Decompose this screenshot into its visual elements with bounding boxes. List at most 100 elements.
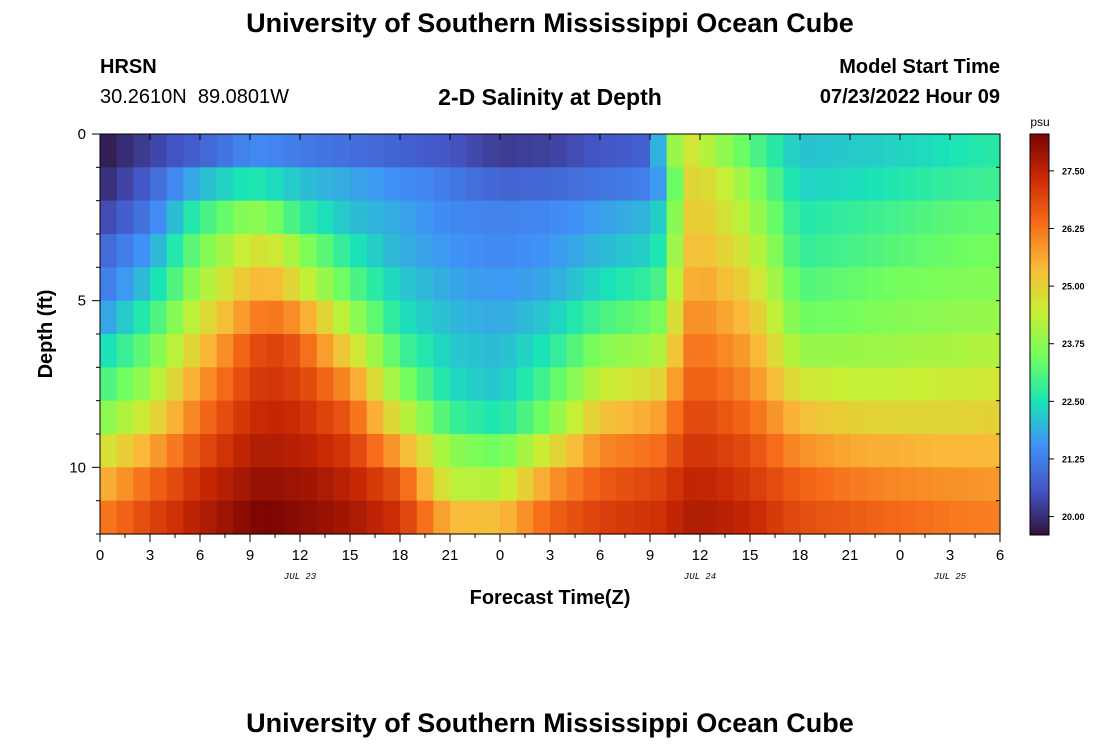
heatmap-cell	[166, 434, 184, 468]
heatmap-cell	[900, 134, 918, 168]
heatmap-cell	[916, 334, 934, 368]
heatmap-cell	[683, 200, 701, 235]
heatmap-cell	[750, 434, 768, 468]
x-tick-label: 6	[596, 547, 604, 564]
heatmap-cell	[900, 500, 918, 535]
heatmap-cell	[566, 334, 584, 368]
heatmap-cell	[233, 434, 251, 468]
heatmap-cell	[683, 267, 701, 302]
heatmap-cell	[216, 500, 234, 535]
heatmap-cell	[416, 467, 434, 502]
heatmap-cell	[633, 467, 651, 502]
heatmap-cell	[183, 400, 201, 435]
heatmap-cell	[166, 467, 184, 502]
heatmap-cell	[216, 167, 234, 202]
heatmap-cell	[766, 434, 784, 468]
heatmap-cell	[566, 234, 584, 268]
heatmap-cell	[283, 200, 301, 235]
heatmap-cell	[666, 267, 684, 302]
heatmap-cell	[333, 400, 351, 435]
heatmap-cell	[400, 234, 418, 268]
heatmap-cell	[316, 434, 334, 468]
x-tick-label: 15	[742, 547, 759, 564]
heatmap-cell	[700, 400, 718, 435]
heatmap-cell	[300, 500, 318, 535]
heatmap-cell	[316, 334, 334, 368]
heatmap-cell	[900, 434, 918, 468]
heatmap-cell	[900, 300, 918, 335]
heatmap-cell	[833, 134, 851, 168]
heatmap-cell	[500, 367, 518, 402]
heatmap-cell	[450, 300, 468, 335]
heatmap-cell	[216, 367, 234, 402]
heatmap-cell	[683, 367, 701, 402]
heatmap-cell	[733, 434, 751, 468]
heatmap-cell	[750, 467, 768, 502]
heatmap-cell	[416, 200, 434, 235]
heatmap-cell	[716, 200, 734, 235]
heatmap-cell	[983, 200, 1001, 235]
heatmap-cell	[766, 334, 784, 368]
heatmap-cell	[683, 334, 701, 368]
heatmap-cell	[600, 434, 618, 468]
heatmap-cell	[616, 400, 634, 435]
heatmap-cell	[783, 167, 801, 202]
heatmap-cell	[183, 267, 201, 302]
heatmap-cell	[533, 367, 551, 402]
heatmap-cell	[116, 367, 134, 402]
heatmap-cell	[300, 234, 318, 268]
heatmap-cell	[933, 334, 951, 368]
heatmap-cell	[933, 367, 951, 402]
heatmap-cell	[716, 400, 734, 435]
heatmap-cell	[283, 434, 301, 468]
heatmap-cell	[100, 300, 118, 335]
heatmap-cell	[483, 500, 501, 535]
heatmap-cell	[966, 300, 984, 335]
heatmap-cell	[666, 200, 684, 235]
heatmap-cell	[350, 467, 368, 502]
heatmap-cell	[950, 400, 968, 435]
heatmap-cell	[233, 267, 251, 302]
heatmap-cell	[383, 500, 401, 535]
heatmap-cell	[750, 500, 768, 535]
heatmap-cells	[100, 134, 1001, 535]
heatmap-cell	[866, 267, 884, 302]
heatmap-cell	[916, 267, 934, 302]
heatmap-cell	[600, 200, 618, 235]
heatmap-cell	[316, 167, 334, 202]
x-tick-label: 3	[546, 547, 554, 564]
footer-title: University of Southern Mississippi Ocean…	[246, 708, 854, 738]
heatmap-cell	[833, 167, 851, 202]
heatmap-cell	[400, 434, 418, 468]
heatmap-cell	[516, 234, 534, 268]
heatmap-cell	[816, 234, 834, 268]
heatmap-cell	[216, 200, 234, 235]
heatmap-cell	[683, 500, 701, 535]
heatmap-cell	[616, 434, 634, 468]
heatmap-cell	[266, 434, 284, 468]
heatmap-cell	[483, 300, 501, 335]
heatmap-cell	[850, 134, 868, 168]
heatmap-cell	[516, 467, 534, 502]
heatmap-cell	[816, 434, 834, 468]
x-tick-label: 21	[842, 547, 859, 564]
heatmap-cell	[416, 300, 434, 335]
heatmap-cell	[966, 367, 984, 402]
heatmap-cell	[883, 434, 901, 468]
heatmap-cell	[550, 500, 568, 535]
heatmap-cell	[350, 300, 368, 335]
heatmap-cell	[716, 300, 734, 335]
heatmap-cell	[116, 234, 134, 268]
heatmap-cell	[450, 267, 468, 302]
heatmap-cell	[433, 500, 451, 535]
heatmap-cell	[133, 200, 151, 235]
heatmap-cell	[100, 467, 118, 502]
heatmap-cell	[133, 367, 151, 402]
x-tick-label: 0	[896, 547, 904, 564]
heatmap-cell	[566, 434, 584, 468]
heatmap-cell	[466, 300, 484, 335]
heatmap-cell	[983, 134, 1001, 168]
heatmap-cell	[700, 434, 718, 468]
colorbar-tick-label: 22.50	[1062, 397, 1085, 407]
x-tick-label: 12	[292, 547, 309, 564]
